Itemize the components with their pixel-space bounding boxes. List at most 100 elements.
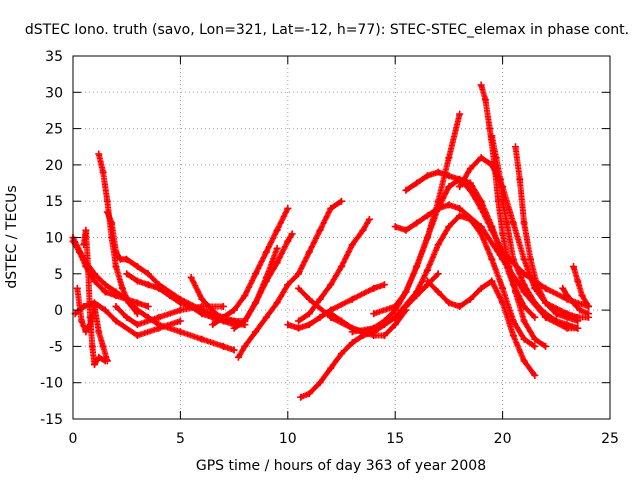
data-point <box>327 204 335 212</box>
data-point <box>423 172 431 180</box>
data-point <box>520 317 528 325</box>
data-point <box>144 270 152 278</box>
data-point <box>103 197 111 205</box>
data-point <box>284 321 292 329</box>
data-point <box>505 263 513 271</box>
data-point <box>133 299 141 307</box>
data-point <box>219 317 227 325</box>
data-point <box>112 302 120 310</box>
data-point <box>359 226 367 234</box>
data-point <box>219 302 227 310</box>
data-point <box>492 154 500 162</box>
data-point <box>73 284 81 292</box>
data-point <box>445 172 453 180</box>
data-point <box>90 270 98 278</box>
data-point <box>456 212 464 220</box>
series-18 <box>295 284 410 340</box>
chart-title: dSTEC Iono. truth (savo, Lon=321, Lat=-1… <box>25 22 629 38</box>
data-point <box>133 277 141 285</box>
data-point <box>434 168 442 176</box>
data-point <box>198 295 206 303</box>
data-point <box>569 299 577 307</box>
data-point <box>295 317 303 325</box>
series-markers <box>70 238 152 310</box>
data-point <box>488 132 496 140</box>
data-point <box>477 223 485 231</box>
data-point <box>531 299 539 307</box>
data-point <box>434 270 442 278</box>
data-point <box>155 324 163 332</box>
data-point <box>99 168 107 176</box>
data-point <box>488 277 496 285</box>
x-tick-label: 10 <box>279 431 297 447</box>
data-point <box>90 361 98 369</box>
data-point <box>305 248 313 256</box>
data-point <box>316 313 324 321</box>
data-point <box>284 237 292 245</box>
data-point <box>456 302 464 310</box>
data-point <box>338 350 345 358</box>
data-point <box>123 313 131 321</box>
data-point <box>552 317 560 325</box>
data-point <box>176 299 184 307</box>
data-point <box>434 288 442 296</box>
data-point <box>445 183 453 191</box>
data-point <box>499 230 507 238</box>
y-tick-label: 15 <box>45 194 63 210</box>
data-point <box>95 328 103 336</box>
axes: 0 5 10 15 20 25 -15 -10 -5 0 5 10 15 20 25 30 35 <box>40 49 619 447</box>
data-point <box>574 324 582 332</box>
data-point <box>327 281 335 289</box>
data-point <box>499 197 507 205</box>
data-point <box>552 310 560 318</box>
data-point <box>144 281 152 289</box>
data-point <box>80 241 88 249</box>
series-5 <box>71 299 184 340</box>
data-point <box>133 321 141 329</box>
y-tick-label: 20 <box>45 158 63 174</box>
data-point <box>252 299 260 307</box>
data-point <box>118 284 126 292</box>
data-point <box>316 226 324 234</box>
series-14 <box>284 281 388 332</box>
data-point <box>176 328 184 336</box>
series-4 <box>80 226 109 369</box>
data-point <box>578 292 586 300</box>
data-point <box>520 219 528 227</box>
data-point <box>99 342 107 350</box>
data-point <box>90 299 98 307</box>
series-23 <box>423 277 539 379</box>
data-point <box>95 353 103 361</box>
data-point <box>511 143 519 151</box>
data-point <box>559 284 567 292</box>
data-point <box>198 302 206 310</box>
data-point <box>230 306 238 314</box>
data-point <box>133 332 141 340</box>
y-tick-label: -5 <box>49 339 63 355</box>
data-point <box>305 295 313 303</box>
data-point <box>477 204 485 212</box>
data-point <box>503 219 511 227</box>
data-point <box>370 324 378 332</box>
data-point <box>520 302 528 310</box>
data-point <box>531 371 539 379</box>
data-point <box>176 317 184 325</box>
data-point <box>477 284 485 292</box>
data-point <box>241 292 249 300</box>
series-10 <box>209 204 292 329</box>
data-point <box>90 277 98 285</box>
data-point <box>542 299 550 307</box>
data-point <box>466 186 474 194</box>
x-tick-label: 25 <box>601 431 619 447</box>
data-point <box>80 255 88 263</box>
data-point <box>101 288 109 296</box>
data-point <box>144 302 152 310</box>
data-point <box>101 281 109 289</box>
data-point <box>520 281 528 289</box>
data-point <box>531 313 539 321</box>
data-point <box>391 313 399 321</box>
x-axis-label: GPS time / hours of day 363 of year 2008 <box>196 458 486 474</box>
data-point <box>445 201 453 209</box>
data-point <box>176 306 184 314</box>
data-point <box>402 288 410 296</box>
